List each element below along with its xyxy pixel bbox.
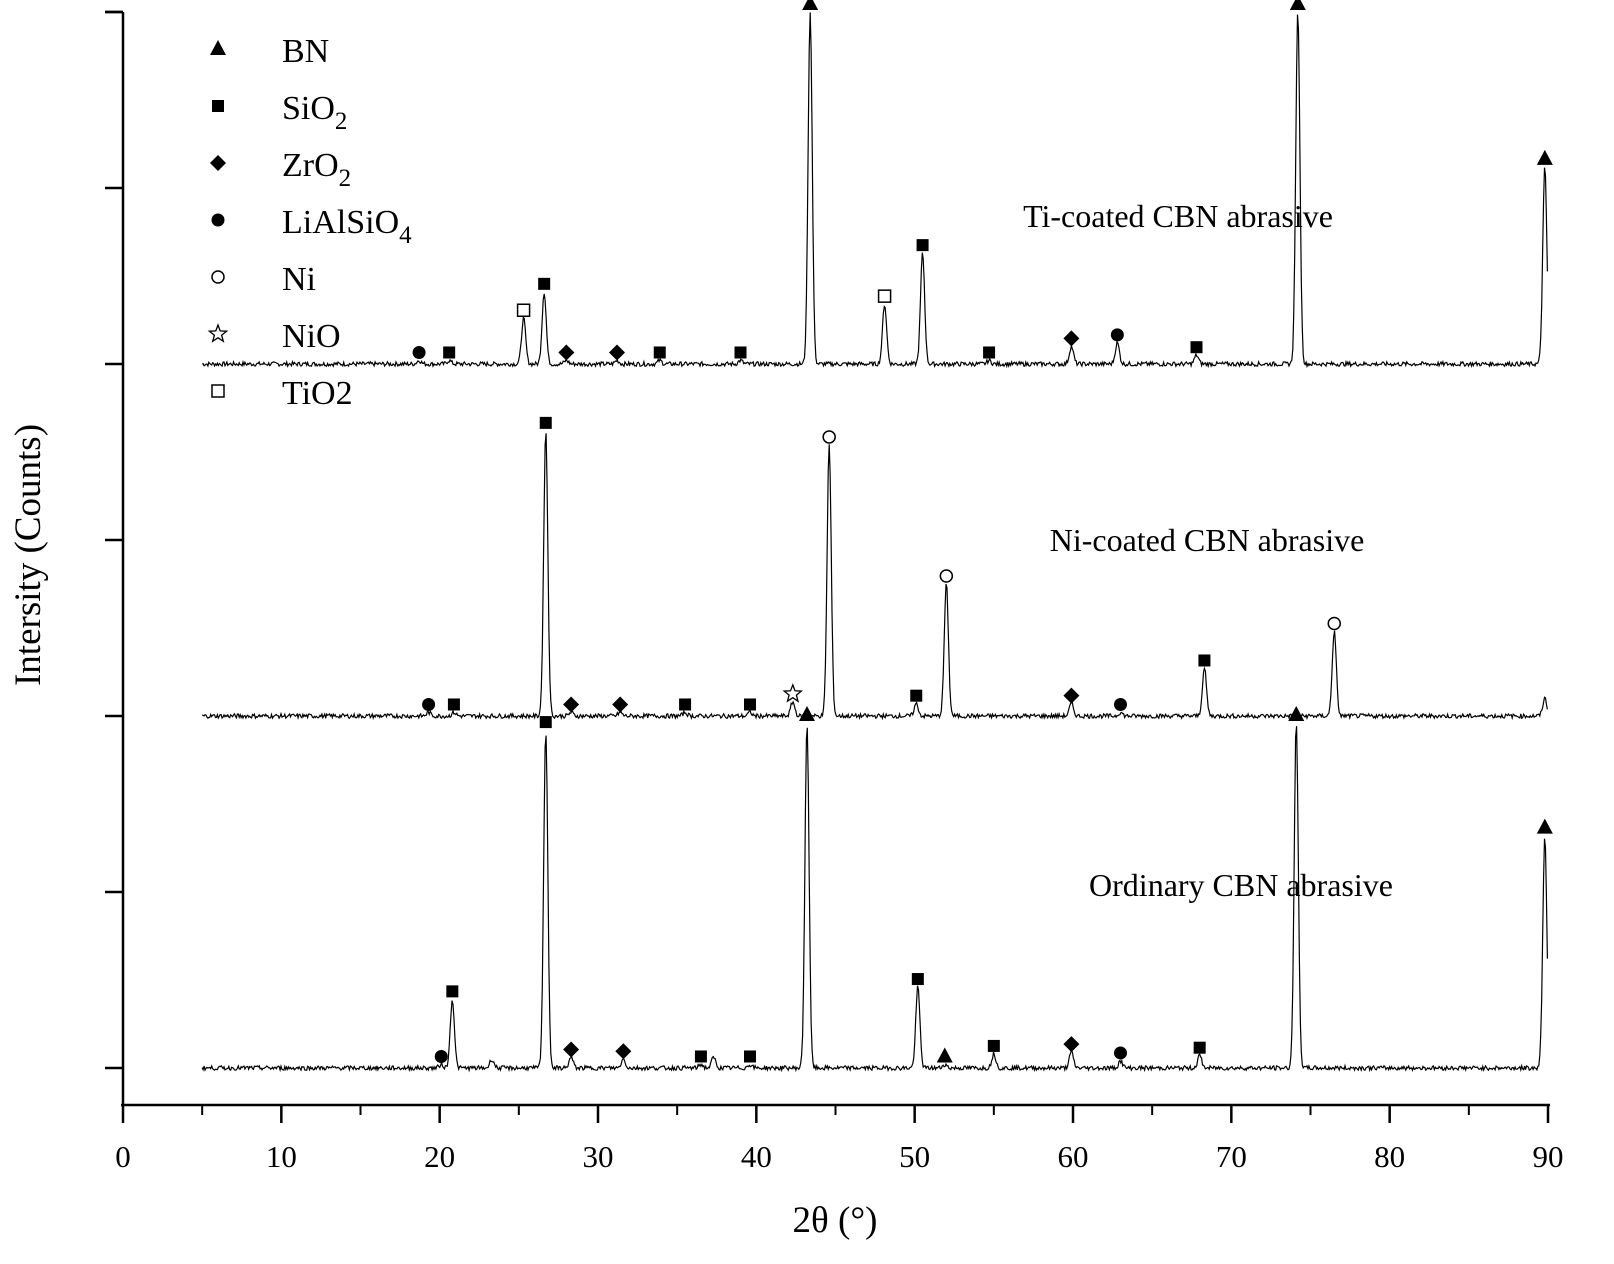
legend-label: NiO	[282, 318, 341, 355]
filled-square-marker	[443, 346, 456, 359]
filled-square-marker	[916, 239, 929, 252]
filled-triangle-marker	[802, 0, 819, 10]
filled-square-marker	[447, 698, 460, 711]
series-label: Ni-coated CBN abrasive	[1050, 522, 1365, 558]
x-axis-title: 2θ (°)	[793, 1200, 878, 1241]
legend: BN SiO2 ZrO2 LiAlSiO4 Ni NiO TiO2	[207, 33, 412, 412]
filled-triangle-marker	[210, 40, 226, 55]
open-circle-marker	[939, 569, 954, 583]
filled-diamond-marker	[1063, 330, 1080, 347]
y-axis-title: Intersity (Counts)	[8, 424, 49, 686]
filled-square-marker	[983, 346, 996, 359]
filled-triangle-marker	[1536, 818, 1553, 834]
filled-square-marker	[987, 1039, 1000, 1052]
legend-subscript: 2	[339, 165, 352, 192]
series-line	[201, 726, 1548, 1073]
legend-subscript: 4	[399, 222, 412, 249]
open-circle-marker	[1327, 616, 1341, 631]
filled-square-marker	[1190, 341, 1203, 354]
filled-square-marker	[679, 698, 692, 711]
legend-subscript: 2	[335, 108, 348, 135]
filled-diamond-marker	[210, 155, 226, 171]
filled-square-marker	[910, 689, 923, 702]
filled-diamond-marker	[563, 696, 580, 713]
legend-label: ZrO2	[282, 147, 351, 192]
filled-diamond-marker	[615, 1043, 632, 1060]
filled-square-marker	[744, 1050, 756, 1063]
filled-diamond-marker	[609, 344, 625, 361]
filled-triangle-marker	[1536, 149, 1553, 165]
series-label: Ti-coated CBN abrasive	[1023, 198, 1333, 234]
filled-square-marker	[1193, 1041, 1206, 1054]
filled-diamond-marker	[563, 1041, 580, 1058]
open-circle-marker	[822, 430, 836, 444]
series-line	[202, 12, 1548, 369]
filled-circle-marker	[1114, 697, 1127, 711]
legend-label: LiAlSiO4	[282, 204, 412, 249]
filled-circle-marker	[211, 213, 225, 227]
x-tick-label: 0	[115, 1139, 131, 1174]
legend-label: SiO2	[282, 90, 347, 135]
filled-diamond-marker	[1063, 687, 1080, 704]
open-circle-marker	[211, 270, 225, 284]
x-tick-label: 50	[899, 1139, 930, 1174]
open-square-marker	[516, 303, 531, 317]
filled-square-marker	[446, 985, 459, 998]
labels: Ti-coated CBN abrasive Ni-coated CBN abra…	[1023, 198, 1393, 903]
x-tick-label: 20	[424, 1139, 455, 1174]
filled-triangle-marker	[1288, 706, 1305, 722]
filled-square-marker	[539, 416, 552, 429]
filled-circle-marker	[422, 697, 436, 711]
open-star-marker	[782, 683, 804, 703]
filled-triangle-marker	[799, 706, 815, 722]
axes: 0 10 20 30 40 50 60 70 80 90 2θ (°) Intersity (Coun…	[8, 10, 1564, 1241]
curves	[201, 12, 1548, 1073]
filled-square-marker	[744, 698, 756, 711]
filled-square-marker	[911, 973, 924, 986]
filled-square-marker	[212, 100, 224, 112]
filled-square-marker	[539, 716, 552, 729]
filled-square-marker	[734, 346, 747, 359]
legend-label: BN	[282, 33, 329, 70]
filled-diamond-marker	[1063, 1036, 1080, 1053]
filled-square-marker	[538, 277, 551, 290]
filled-diamond-marker	[558, 344, 575, 361]
x-tick-label: 70	[1216, 1139, 1247, 1174]
filled-diamond-marker	[612, 696, 629, 713]
open-star-marker	[207, 323, 229, 343]
x-tick-label: 30	[583, 1139, 614, 1174]
filled-square-marker	[1198, 654, 1211, 667]
x-tick-label: 60	[1058, 1139, 1089, 1174]
filled-triangle-marker	[1289, 0, 1306, 10]
x-tick-label: 80	[1374, 1139, 1405, 1174]
filled-circle-marker	[434, 1049, 448, 1063]
filled-circle-marker	[1114, 1046, 1127, 1060]
open-square-marker	[877, 289, 892, 303]
filled-circle-marker	[1110, 328, 1124, 342]
x-tick-label: 90	[1533, 1139, 1564, 1174]
filled-square-marker	[653, 346, 666, 359]
series-line	[201, 433, 1548, 721]
peak-markers	[412, 0, 1553, 1063]
open-square-marker	[211, 384, 225, 398]
x-tick-label: 40	[741, 1139, 772, 1174]
filled-circle-marker	[412, 345, 426, 359]
series-label: Ordinary CBN abrasive	[1089, 867, 1393, 903]
filled-triangle-marker	[936, 1047, 953, 1063]
legend-label: TiO2	[282, 375, 353, 412]
filled-square-marker	[694, 1050, 707, 1063]
legend-label: Ni	[282, 261, 316, 298]
x-tick-label: 10	[266, 1139, 297, 1174]
